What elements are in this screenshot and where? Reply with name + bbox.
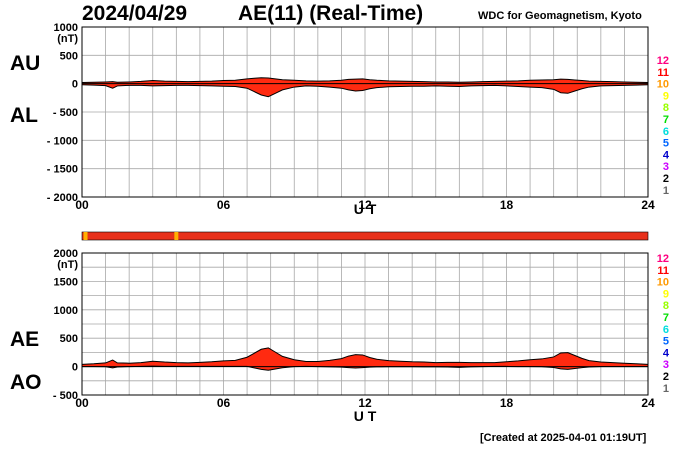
station-count-label: 11 [657, 265, 669, 277]
station-count-label: 2 [663, 173, 669, 185]
y-tick-label: - 1000 [47, 135, 78, 147]
station-count-label: 1 [663, 185, 669, 197]
status-marker [83, 232, 88, 240]
panel-0 [81, 26, 649, 198]
x-tick-label: 12 [358, 396, 372, 410]
chart-title: AE(11) (Real-Time) [238, 2, 424, 25]
x-tick-label: 24 [641, 396, 655, 410]
source-label: WDC for Geomagnetism, Kyoto [478, 10, 642, 22]
series-ae-line [81, 347, 649, 365]
station-count-label: 7 [663, 114, 669, 126]
station-count-label: 9 [663, 90, 669, 102]
y-tick-label: 0 [72, 79, 78, 91]
y-tick-label: - 500 [53, 390, 78, 402]
plot-frame [81, 252, 649, 396]
station-count-label: 3 [663, 161, 669, 173]
y-tick-label: - 500 [53, 107, 78, 119]
station-count-label: 3 [663, 359, 669, 371]
station-count-label: 5 [663, 138, 669, 150]
station-count-label: 1 [663, 383, 669, 395]
series-label-ae: AE [10, 328, 39, 351]
x-tick-label: 00 [75, 396, 89, 410]
x-tick-label: 06 [217, 198, 231, 212]
x-tick-label: 12 [358, 198, 372, 212]
station-count-label: 10 [657, 79, 669, 91]
y-tick-label: 2000 [54, 248, 78, 260]
status-bar [81, 231, 649, 241]
y-tick-label: 1000 [54, 305, 78, 317]
station-count-label: 8 [663, 102, 669, 114]
y-tick-label: 0 [72, 362, 78, 374]
x-tick-label: 06 [217, 396, 231, 410]
date-label: 2024/04/29 [82, 2, 188, 25]
series-label-al: AL [10, 104, 38, 127]
plot-frame [81, 26, 649, 198]
station-count-label: 4 [663, 149, 670, 161]
x-tick-label: 24 [641, 198, 655, 212]
y-tick-label: 500 [60, 50, 78, 62]
series-au-line [81, 77, 649, 84]
y-tick-label: - 2000 [47, 192, 78, 204]
area-fill [82, 77, 648, 97]
x-tick-label: 00 [75, 198, 89, 212]
station-count-label: 8 [663, 300, 669, 312]
station-count-label: 9 [663, 288, 669, 300]
station-count-label: 5 [663, 336, 669, 348]
station-count-label: 12 [657, 55, 669, 67]
station-count-label: 6 [663, 324, 669, 336]
area-fill [82, 347, 648, 371]
y-axis-unit: (nT) [57, 33, 78, 45]
created-timestamp: [Created at 2025-04-01 01:19UT] [480, 432, 647, 444]
station-count-label: 2 [663, 371, 669, 383]
x-axis-label: U T [354, 408, 377, 424]
panel-1 [81, 252, 649, 396]
series-label-au: AU [10, 52, 40, 75]
x-tick-label: 18 [500, 198, 514, 212]
y-axis-unit: (nT) [57, 259, 78, 271]
y-tick-label: 1000 [54, 22, 78, 34]
y-tick-label: 1500 [54, 276, 78, 288]
station-count-label: 7 [663, 312, 669, 324]
y-tick-label: - 1500 [47, 164, 78, 176]
series-label-ao: AO [10, 371, 42, 394]
station-count-label: 10 [657, 277, 669, 289]
y-tick-label: 500 [60, 333, 78, 345]
x-axis-label: U T [354, 201, 377, 217]
station-count-label: 11 [657, 67, 669, 79]
station-count-label: 12 [657, 253, 669, 265]
x-tick-label: 18 [500, 396, 514, 410]
status-marker [174, 232, 179, 240]
series-al-line [81, 84, 649, 98]
station-count-label: 6 [663, 126, 669, 138]
station-count-label: 4 [663, 347, 670, 359]
